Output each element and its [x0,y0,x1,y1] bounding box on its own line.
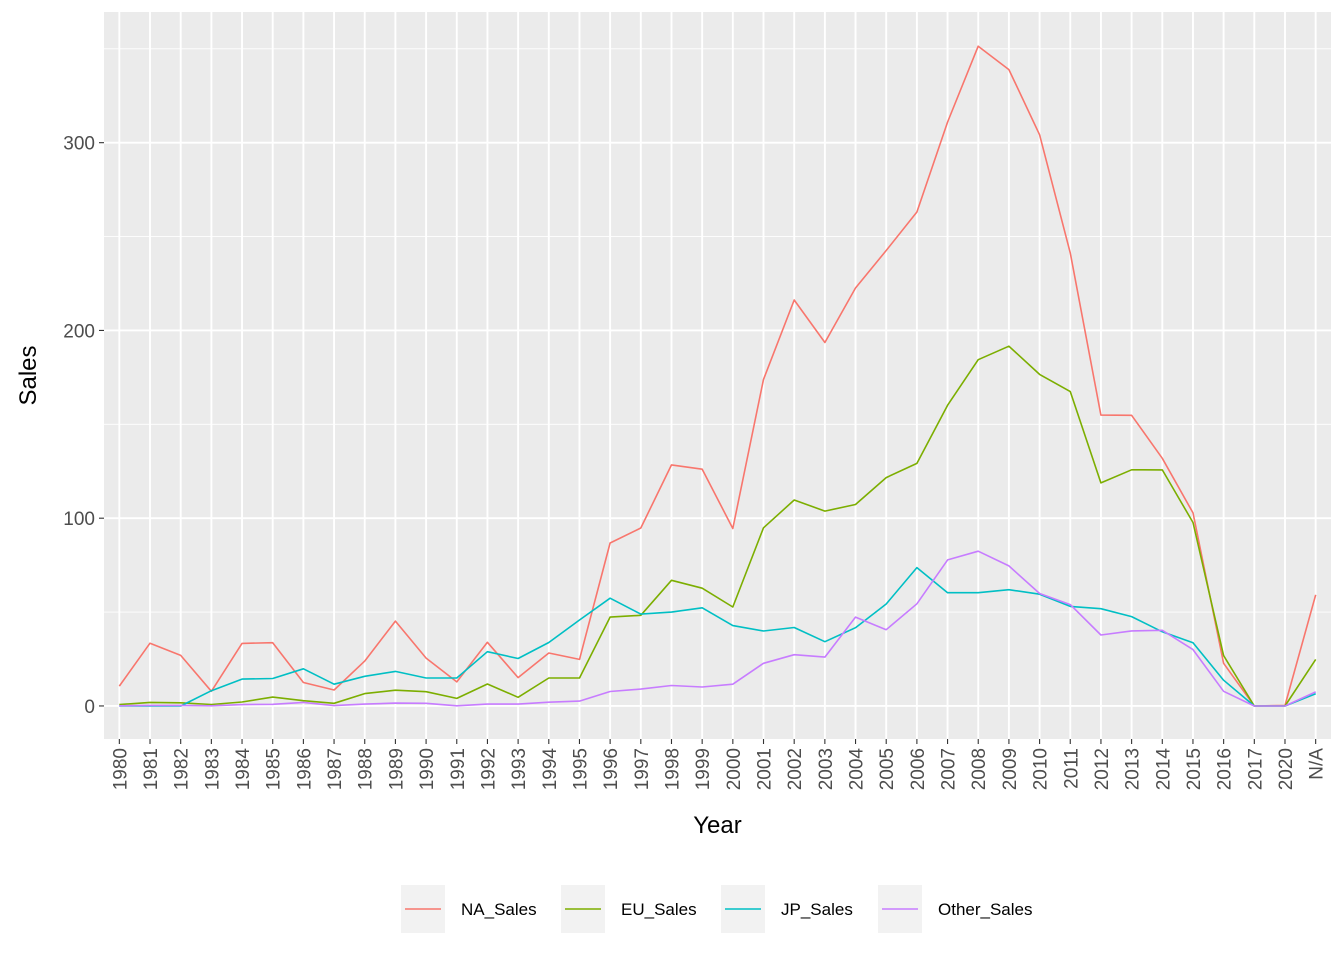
plot-panel [104,12,1331,739]
x-tick-label: 1987 [325,748,346,790]
x-tick-label: 1981 [141,748,162,790]
x-tick-label: 1982 [172,748,193,790]
x-axis-title: Year [693,812,742,839]
x-tick-label: 1995 [570,748,591,790]
x-tick-label: 2001 [755,748,776,790]
x-tick-label: 2000 [724,748,745,790]
x-tick-label: 1992 [478,748,499,790]
x-tick-label: 1989 [386,748,407,790]
x-tick-label: 1997 [632,748,653,790]
x-tick-label: 1984 [233,748,254,791]
legend-label: NA_Sales [461,900,537,919]
y-tick-label: 100 [63,509,95,530]
x-tick-label: 2012 [1092,748,1113,790]
x-tick-label: 2006 [908,748,929,790]
y-tick-label: 200 [63,321,95,342]
x-tick-label: 2013 [1123,748,1144,790]
x-tick-label: 1993 [509,748,530,790]
x-tick-label: 2014 [1153,748,1174,791]
x-tick-label: 2020 [1276,748,1297,790]
x-tick-label: 2005 [877,748,898,790]
series-line-other-sales [119,550,1317,707]
x-tick-label: 1998 [662,748,683,790]
x-tick-label: 1999 [693,748,714,790]
legend-label: EU_Sales [621,900,697,919]
x-tick-label: N/A [1307,748,1328,780]
series-line-eu-sales [119,345,1317,707]
x-tick-label: 2007 [939,748,960,790]
x-tick-label: 2011 [1061,748,1082,789]
y-tick-label: 0 [84,697,95,718]
legend-label: Other_Sales [938,900,1033,919]
x-tick-label: 2003 [816,748,837,790]
x-tick-label: 1988 [356,748,377,790]
y-tick-label: 300 [63,134,95,155]
x-tick-label: 2015 [1184,748,1205,790]
x-tick-label: 2008 [969,748,990,790]
x-tick-label: 2010 [1031,748,1052,790]
x-tick-label: 2004 [847,748,868,791]
x-tick-label: 2002 [785,748,806,790]
y-axis-title: Sales [15,345,42,405]
x-tick-label: 1990 [417,748,438,790]
x-tick-label: 1996 [601,748,622,790]
series-line-jp-sales [119,566,1316,707]
x-tick-label: 1985 [264,748,285,790]
x-tick-label: 1991 [448,748,469,790]
x-tick-label: 1983 [202,748,223,790]
x-tick-label: 1994 [540,748,561,791]
x-tick-label: 2009 [1000,748,1021,790]
legend-label: JP_Sales [781,900,853,919]
x-tick-label: 2016 [1215,748,1236,790]
x-tick-label: 1986 [294,748,315,790]
x-tick-label: 1980 [110,748,131,790]
x-tick-label: 2017 [1245,748,1266,790]
series-line-na-sales [118,45,1317,707]
